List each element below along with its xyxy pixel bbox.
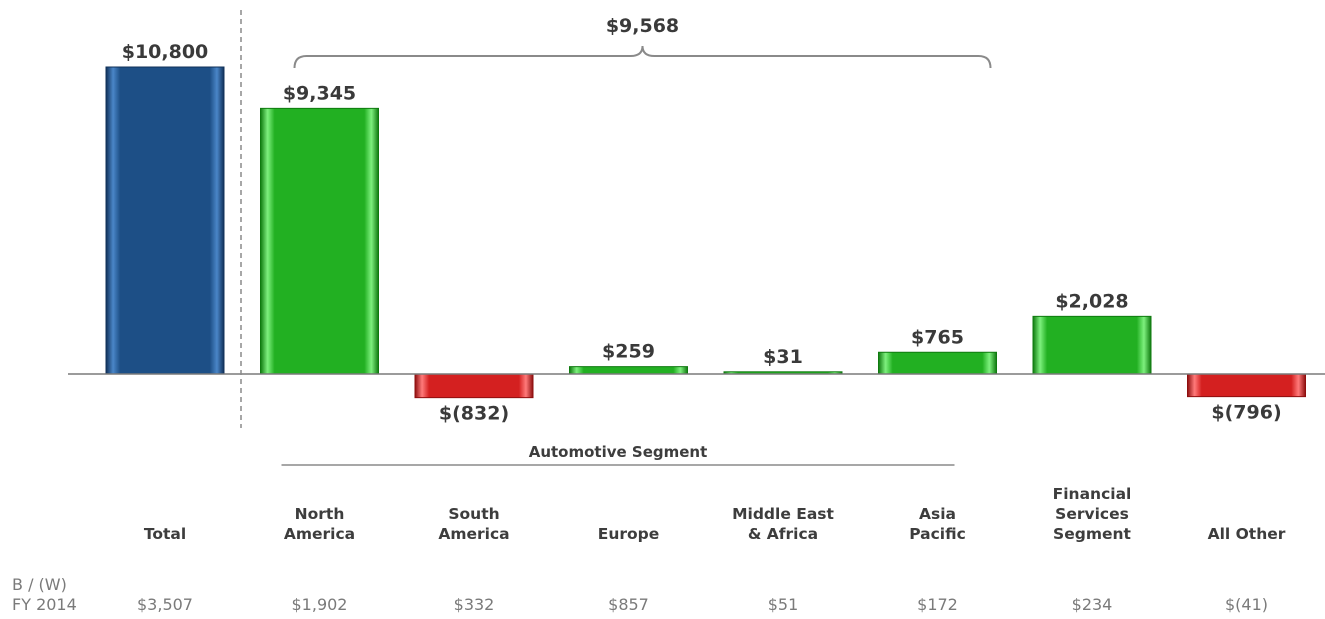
bar-1 [260, 107, 379, 375]
value-label-7: $(796) [1211, 402, 1281, 424]
category-label-6-line-0: Financial [1053, 485, 1132, 503]
bar-3 [569, 366, 688, 375]
bar-7 [1187, 373, 1306, 398]
comparison-value-1: $1,902 [292, 595, 348, 614]
value-label-5: $765 [911, 326, 964, 348]
value-label-1: $9,345 [283, 82, 356, 104]
category-label-6-line-1: Services [1055, 505, 1129, 523]
category-label-7-line-0: All Other [1208, 525, 1286, 543]
category-label-5-line-0: Asia [919, 505, 956, 523]
value-label-3: $259 [602, 341, 655, 363]
segment-group-label: Automotive Segment [529, 443, 708, 461]
category-label-4-line-0: Middle East [732, 505, 834, 523]
bar-0 [105, 66, 225, 375]
bar-6 [1032, 315, 1152, 375]
comparison-value-3: $857 [608, 595, 649, 614]
category-label-0-line-0: Total [144, 525, 186, 543]
labels-group: $10,800 $9,345 $(832) $259 $31 $765 $2,028 $(79… [12, 15, 1286, 614]
comparison-value-5: $172 [917, 595, 958, 614]
comparison-value-7: $(41) [1225, 595, 1268, 614]
bars-group [68, 10, 1325, 428]
category-label-1-line-1: America [284, 525, 355, 543]
comparison-value-0: $3,507 [137, 595, 193, 614]
value-label-2: $(832) [439, 403, 509, 425]
comparison-value-4: $51 [768, 595, 799, 614]
category-label-6-line-2: Segment [1053, 525, 1131, 543]
category-label-1-line-0: North [295, 505, 345, 523]
value-label-6: $2,028 [1055, 290, 1128, 312]
bracket-label: $9,568 [606, 15, 679, 37]
comparison-value-6: $234 [1072, 595, 1113, 614]
category-label-2-line-1: America [438, 525, 509, 543]
category-label-2-line-0: South [448, 505, 499, 523]
comparison-label-line-0: B / (W) [12, 575, 67, 594]
value-label-4: $31 [763, 346, 803, 368]
comparison-label-line-1: FY 2014 [12, 595, 77, 614]
category-label-5-line-1: Pacific [909, 525, 966, 543]
value-label-0: $10,800 [122, 41, 209, 63]
bar-5 [878, 351, 997, 375]
comparison-value-2: $332 [454, 595, 495, 614]
category-label-3-line-0: Europe [598, 525, 660, 543]
bracket-line [293, 45, 992, 69]
category-label-4-line-1: & Africa [748, 525, 818, 543]
bar-2 [414, 373, 534, 399]
